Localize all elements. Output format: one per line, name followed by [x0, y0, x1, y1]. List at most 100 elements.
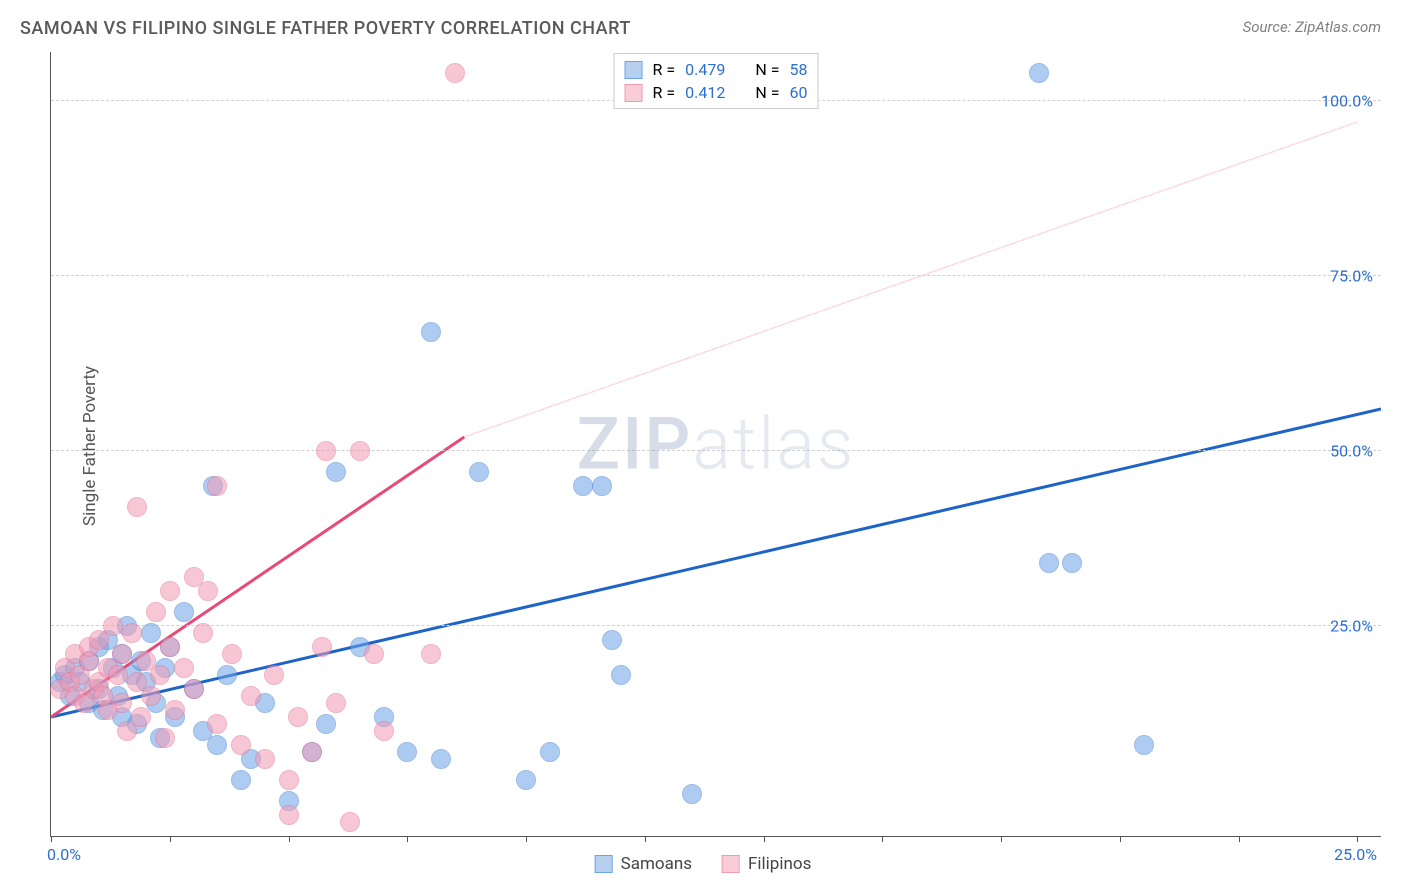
legend-stats: R =0.479N =58R =0.412N =60: [614, 53, 819, 109]
scatter-point: [127, 497, 147, 517]
scatter-point: [540, 742, 560, 762]
scatter-point: [326, 462, 346, 482]
scatter-point: [1062, 553, 1082, 573]
trendlines: [51, 52, 1381, 836]
gridline: [51, 450, 1381, 451]
plot-area: ZIPatlas R =0.479N =58R =0.412N =60 25.0…: [50, 52, 1381, 837]
x-tick: [526, 836, 527, 842]
y-tick-label: 75.0%: [1330, 267, 1373, 286]
chart-title: SAMOAN VS FILIPINO SINGLE FATHER POVERTY…: [20, 18, 631, 39]
legend-item: Filipinos: [722, 854, 811, 874]
legend-label: Samoans: [621, 854, 692, 874]
scatter-point: [445, 63, 465, 83]
scatter-point: [592, 476, 612, 496]
scatter-point: [1029, 63, 1049, 83]
scatter-point: [255, 749, 275, 769]
scatter-point: [611, 665, 631, 685]
legend-series: Samoans Filipinos: [595, 854, 812, 874]
scatter-point: [122, 623, 142, 643]
gridline: [51, 275, 1381, 276]
scatter-point: [326, 693, 346, 713]
scatter-point: [174, 658, 194, 678]
scatter-point: [146, 602, 166, 622]
x-tick: [882, 836, 883, 842]
scatter-point: [573, 476, 593, 496]
scatter-point: [302, 742, 322, 762]
correlation-chart: SAMOAN VS FILIPINO SINGLE FATHER POVERTY…: [0, 0, 1406, 892]
scatter-point: [198, 581, 218, 601]
x-tick: [1001, 836, 1002, 842]
legend-stat-row: R =0.412N =60: [625, 81, 808, 104]
legend-swatch: [595, 855, 613, 873]
scatter-point: [207, 735, 227, 755]
scatter-point: [288, 707, 308, 727]
x-tick: [1120, 836, 1121, 842]
y-tick-label: 50.0%: [1330, 442, 1373, 461]
scatter-point: [141, 623, 161, 643]
x-tick: [1357, 836, 1358, 842]
scatter-point: [312, 637, 332, 657]
x-tick: [407, 836, 408, 842]
scatter-point: [1039, 553, 1059, 573]
scatter-point: [103, 616, 123, 636]
scatter-point: [108, 665, 128, 685]
watermark: ZIPatlas: [577, 402, 856, 487]
scatter-point: [316, 441, 336, 461]
x-tick: [289, 836, 290, 842]
scatter-point: [155, 728, 175, 748]
scatter-point: [350, 441, 370, 461]
scatter-point: [174, 602, 194, 622]
scatter-point: [421, 322, 441, 342]
legend-stat-row: R =0.479N =58: [625, 58, 808, 81]
scatter-point: [279, 770, 299, 790]
gridline: [51, 625, 1381, 626]
scatter-point: [421, 644, 441, 664]
scatter-point: [184, 679, 204, 699]
scatter-point: [217, 665, 237, 685]
legend-swatch: [722, 855, 740, 873]
scatter-point: [222, 644, 242, 664]
scatter-point: [340, 812, 360, 832]
scatter-point: [264, 665, 284, 685]
x-tick: [645, 836, 646, 842]
scatter-point: [231, 770, 251, 790]
scatter-point: [207, 476, 227, 496]
x-tick: [51, 836, 52, 842]
scatter-point: [112, 693, 132, 713]
legend-item: Samoans: [595, 854, 692, 874]
x-tick: [764, 836, 765, 842]
scatter-point: [241, 686, 261, 706]
scatter-point: [279, 805, 299, 825]
scatter-point: [374, 721, 394, 741]
x-tick-label: 25.0%: [1334, 845, 1377, 864]
y-tick-label: 100.0%: [1321, 92, 1373, 111]
scatter-point: [364, 644, 384, 664]
scatter-point: [602, 630, 622, 650]
y-tick-label: 25.0%: [1330, 617, 1373, 636]
legend-swatch: [625, 84, 643, 102]
scatter-point: [516, 770, 536, 790]
scatter-point: [207, 714, 227, 734]
legend-swatch: [625, 61, 643, 79]
x-tick: [1239, 836, 1240, 842]
scatter-point: [1134, 735, 1154, 755]
scatter-point: [193, 623, 213, 643]
scatter-point: [150, 665, 170, 685]
chart-source: Source: ZipAtlas.com: [1243, 18, 1381, 36]
trendline: [464, 122, 1357, 437]
scatter-point: [160, 581, 180, 601]
scatter-point: [469, 462, 489, 482]
trendline: [51, 409, 1381, 717]
scatter-point: [160, 637, 180, 657]
scatter-point: [165, 700, 185, 720]
scatter-point: [231, 735, 251, 755]
legend-label: Filipinos: [748, 854, 811, 874]
scatter-point: [131, 707, 151, 727]
x-tick: [170, 836, 171, 842]
scatter-point: [397, 742, 417, 762]
x-tick-label: 0.0%: [47, 845, 81, 864]
scatter-point: [682, 784, 702, 804]
scatter-point: [141, 686, 161, 706]
scatter-point: [431, 749, 451, 769]
scatter-point: [316, 714, 336, 734]
